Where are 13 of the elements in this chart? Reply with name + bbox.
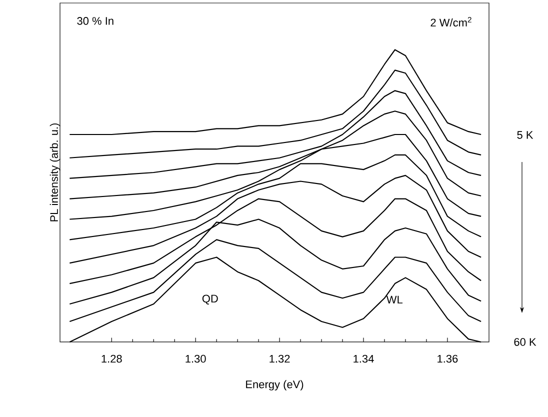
text: 30 % In [77, 17, 114, 25]
x-tick-label: 1.34 [354, 354, 374, 363]
annotation: QD [202, 294, 218, 304]
text: 2 W/cm$^{2}$ [430, 17, 472, 26]
text: 60 K [514, 338, 536, 346]
x-tick-label: 1.30 [186, 354, 206, 363]
annotation: WL [386, 296, 403, 304]
x-tick-label: 1.28 [102, 354, 122, 363]
y-axis-title: PL intensity (arb. u.) [50, 123, 60, 222]
text: 5 K [517, 131, 534, 139]
x-tick-label: 1.32 [270, 354, 290, 363]
x-axis-title: Energy (eV) [246, 380, 304, 390]
x-tick-label: 1.36 [438, 354, 458, 363]
